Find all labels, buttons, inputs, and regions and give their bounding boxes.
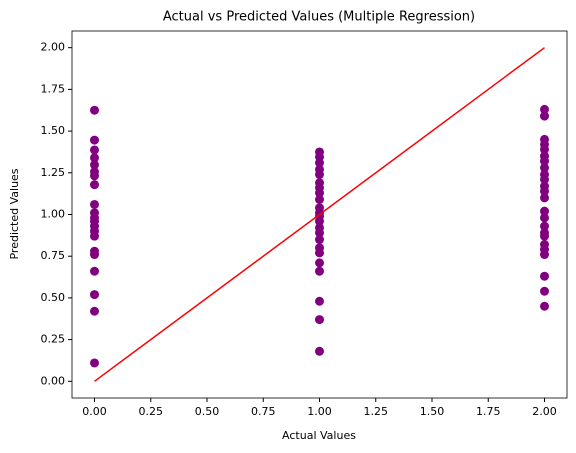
point xyxy=(315,315,324,325)
point xyxy=(315,169,324,179)
x-tick-label: 1.75 xyxy=(476,405,501,418)
point xyxy=(540,206,549,216)
y-tick-label: 1.25 xyxy=(41,166,66,179)
x-tick-label: 1.25 xyxy=(364,405,389,418)
point xyxy=(540,111,549,121)
point xyxy=(90,153,99,163)
x-tick-label: 1.50 xyxy=(420,405,445,418)
point xyxy=(315,258,324,268)
point xyxy=(540,221,549,231)
point xyxy=(540,156,549,166)
x-tick-label: 1.00 xyxy=(307,405,332,418)
point xyxy=(315,346,324,356)
point xyxy=(90,250,99,260)
point xyxy=(540,286,549,296)
x-axis-label: Actual Values xyxy=(282,429,356,442)
point xyxy=(540,163,549,173)
x-tick-label: 0.25 xyxy=(139,405,164,418)
point xyxy=(315,235,324,245)
point xyxy=(90,266,99,276)
point xyxy=(90,145,99,155)
y-tick-label: 2.00 xyxy=(41,41,66,54)
point xyxy=(90,306,99,316)
point xyxy=(540,174,549,184)
point xyxy=(315,188,324,198)
point xyxy=(540,271,549,281)
plot-frame xyxy=(71,30,568,399)
point xyxy=(540,144,549,154)
reference-line xyxy=(94,47,545,382)
y-tick-label: 1.00 xyxy=(41,208,66,221)
point xyxy=(540,104,549,114)
point xyxy=(315,248,324,258)
point xyxy=(90,135,99,145)
point xyxy=(540,250,549,260)
point xyxy=(315,296,324,306)
point xyxy=(315,266,324,276)
y-tick-label: 0.50 xyxy=(41,291,66,304)
y-axis-label: Predicted Values xyxy=(8,168,21,259)
point xyxy=(315,228,324,238)
point xyxy=(540,186,549,196)
point xyxy=(90,180,99,190)
point xyxy=(540,231,549,241)
x-tick-label: 0.00 xyxy=(82,405,107,418)
point xyxy=(90,231,99,241)
y-tick-label: 1.50 xyxy=(41,124,66,137)
point xyxy=(315,158,324,168)
x-tick-label: 2.00 xyxy=(532,405,557,418)
point xyxy=(540,301,549,311)
x-tick-label: 0.50 xyxy=(195,405,220,418)
point xyxy=(540,193,549,203)
point xyxy=(540,213,549,223)
point xyxy=(90,199,99,209)
y-tick-label: 0.25 xyxy=(41,333,66,346)
point xyxy=(90,290,99,300)
y-tick-label: 1.75 xyxy=(41,82,66,95)
point xyxy=(90,171,99,181)
point xyxy=(315,194,324,204)
y-tick-label: 0.00 xyxy=(41,374,66,387)
point xyxy=(90,105,99,115)
y-tick-label: 0.75 xyxy=(41,249,66,262)
point xyxy=(315,216,324,226)
x-tick-label: 0.75 xyxy=(251,405,276,418)
chart-title: Actual vs Predicted Values (Multiple Reg… xyxy=(163,10,475,25)
point xyxy=(90,358,99,368)
point xyxy=(90,160,99,170)
